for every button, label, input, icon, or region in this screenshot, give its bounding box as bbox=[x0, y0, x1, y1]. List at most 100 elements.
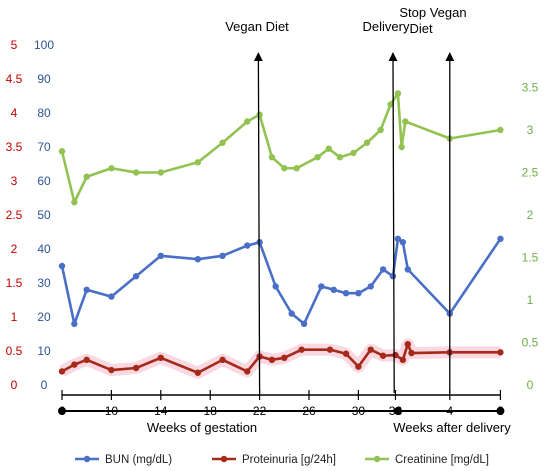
left-axis-bun-tick: 40 bbox=[37, 242, 51, 256]
annotation-label: Stop Vegan Diet bbox=[399, 5, 466, 36]
bun-data-point bbox=[157, 252, 164, 259]
bun-data-point bbox=[342, 290, 350, 297]
left-axis-bun-tick: 60 bbox=[37, 174, 51, 188]
creatinine-data-point bbox=[157, 169, 164, 176]
bun-data-point bbox=[399, 239, 407, 246]
creatinine-data-point bbox=[71, 199, 78, 206]
creatinine-data-point bbox=[256, 111, 263, 118]
proteinuria-data-point bbox=[281, 354, 288, 361]
proteinuria-legend-label: Proteinuria [g/24h] bbox=[242, 454, 336, 466]
left-axis-proteinuria-tick: 4.5 bbox=[6, 72, 23, 86]
creatinine-data-point bbox=[325, 145, 332, 152]
bun-data-point bbox=[404, 266, 411, 273]
bun-data-point bbox=[300, 320, 308, 327]
proteinuria-data-point bbox=[404, 341, 411, 348]
bun-data-point bbox=[219, 252, 226, 259]
creatinine-data-point bbox=[394, 90, 402, 97]
annotation-arrow bbox=[253, 52, 263, 394]
bun-data-point bbox=[83, 286, 90, 293]
bun-data-point bbox=[132, 273, 140, 280]
proteinuria-legend-marker bbox=[220, 455, 228, 463]
creatinine-data-point bbox=[497, 126, 504, 134]
left-axis-bun-tick: 20 bbox=[37, 310, 51, 324]
proteinuria-data-point bbox=[268, 356, 276, 364]
bun-data-point bbox=[318, 283, 325, 290]
series-layer bbox=[58, 90, 504, 379]
bun-data-point bbox=[288, 310, 295, 317]
bun-data-point bbox=[71, 320, 78, 327]
creatinine-data-point bbox=[244, 118, 251, 125]
creatinine-data-point bbox=[336, 154, 344, 161]
creatinine-series-line bbox=[60, 92, 501, 204]
right-axis-creatinine-tick: 3 bbox=[527, 123, 534, 137]
proteinuria-data-point bbox=[194, 369, 202, 376]
bun-data-point bbox=[330, 286, 337, 293]
proteinuria-data-point bbox=[379, 352, 387, 359]
left-axis-proteinuria-tick: 0.5 bbox=[6, 344, 23, 358]
proteinuria-data-point bbox=[326, 346, 334, 353]
left-axis-bun-tick: 10 bbox=[37, 344, 51, 358]
bun-legend-label: BUN (mg/dL) bbox=[105, 454, 172, 466]
creatinine-legend-marker bbox=[373, 455, 381, 463]
creatinine-data-point bbox=[398, 143, 405, 151]
proteinuria-data-point bbox=[298, 346, 305, 353]
creatinine-data-point bbox=[314, 154, 321, 161]
creatinine-data-point bbox=[132, 169, 140, 176]
right-axis-creatinine-tick: 3.5 bbox=[522, 81, 539, 95]
proteinuria-data-point bbox=[108, 366, 115, 374]
creatinine-data-point bbox=[281, 165, 288, 172]
proteinuria-data-point bbox=[342, 350, 350, 357]
axes: 00.511.522.533.544.550102030405060708090… bbox=[6, 38, 539, 435]
creatinine-legend-label: Creatinine [mg/dL] bbox=[395, 454, 489, 466]
left-axis-bun-tick: 80 bbox=[37, 106, 51, 120]
right-axis-creatinine-tick: 1 bbox=[527, 293, 534, 307]
proteinuria-data-point bbox=[58, 368, 66, 375]
bun-data-point bbox=[394, 235, 402, 242]
bun-data-point bbox=[108, 293, 115, 300]
proteinuria-data-point bbox=[83, 356, 90, 364]
proteinuria-data-point bbox=[71, 361, 78, 368]
bun-data-point bbox=[58, 262, 66, 270]
creatinine-data-point bbox=[194, 159, 202, 166]
left-axis-proteinuria-tick: 3.5 bbox=[6, 140, 23, 154]
proteinuria-data-point bbox=[244, 368, 251, 375]
creatinine-data-point bbox=[402, 118, 409, 125]
x-title-after-delivery: Weeks after delivery bbox=[393, 420, 511, 435]
proteinuria-data-point bbox=[497, 349, 504, 356]
left-axis-bun-tick: 90 bbox=[37, 72, 51, 86]
legend: BUN (mg/dL) Proteinuria [g/24h] Creatinine… bbox=[75, 454, 489, 466]
bun-data-point bbox=[379, 266, 387, 273]
left-axis-proteinuria-tick: 4 bbox=[11, 106, 18, 120]
left-axis-proteinuria-tick: 2.5 bbox=[6, 208, 23, 222]
creatinine-data-point bbox=[387, 101, 394, 108]
annotation-label: Vegan Diet bbox=[225, 19, 289, 34]
creatinine-data-point bbox=[363, 139, 371, 146]
proteinuria-data-point bbox=[157, 354, 164, 361]
left-axis-proteinuria-tick: 1 bbox=[11, 310, 18, 324]
period-bracket-dot bbox=[393, 407, 402, 415]
proteinuria-data-point bbox=[392, 351, 399, 359]
proteinuria-data-point bbox=[408, 349, 415, 357]
creatinine-data-point bbox=[377, 126, 384, 134]
proteinuria-data-point bbox=[355, 363, 362, 370]
bun-data-point bbox=[497, 235, 504, 242]
annotation-arrow bbox=[388, 52, 398, 394]
proteinuria-data-point bbox=[367, 346, 374, 353]
bun-legend-marker bbox=[83, 455, 91, 463]
left-axis-proteinuria-tick: 5 bbox=[11, 38, 18, 52]
right-axis-creatinine-tick: 2.5 bbox=[522, 166, 539, 180]
proteinuria-data-point bbox=[219, 356, 226, 364]
creatinine-data-point bbox=[219, 139, 226, 146]
left-axis-bun-tick: 50 bbox=[37, 208, 51, 222]
creatinine-data-point bbox=[58, 148, 66, 155]
creatinine-data-point bbox=[268, 154, 276, 161]
proteinuria-data-point bbox=[399, 356, 407, 364]
bun-series-line bbox=[60, 237, 502, 326]
proteinuria-data-point bbox=[132, 364, 140, 372]
creatinine-data-point bbox=[83, 173, 90, 180]
right-axis-creatinine-tick: 0.5 bbox=[522, 336, 539, 350]
right-axis-creatinine-tick: 0 bbox=[527, 378, 534, 392]
left-axis-bun-tick: 100 bbox=[34, 38, 54, 52]
creatinine-data-point bbox=[108, 165, 115, 172]
